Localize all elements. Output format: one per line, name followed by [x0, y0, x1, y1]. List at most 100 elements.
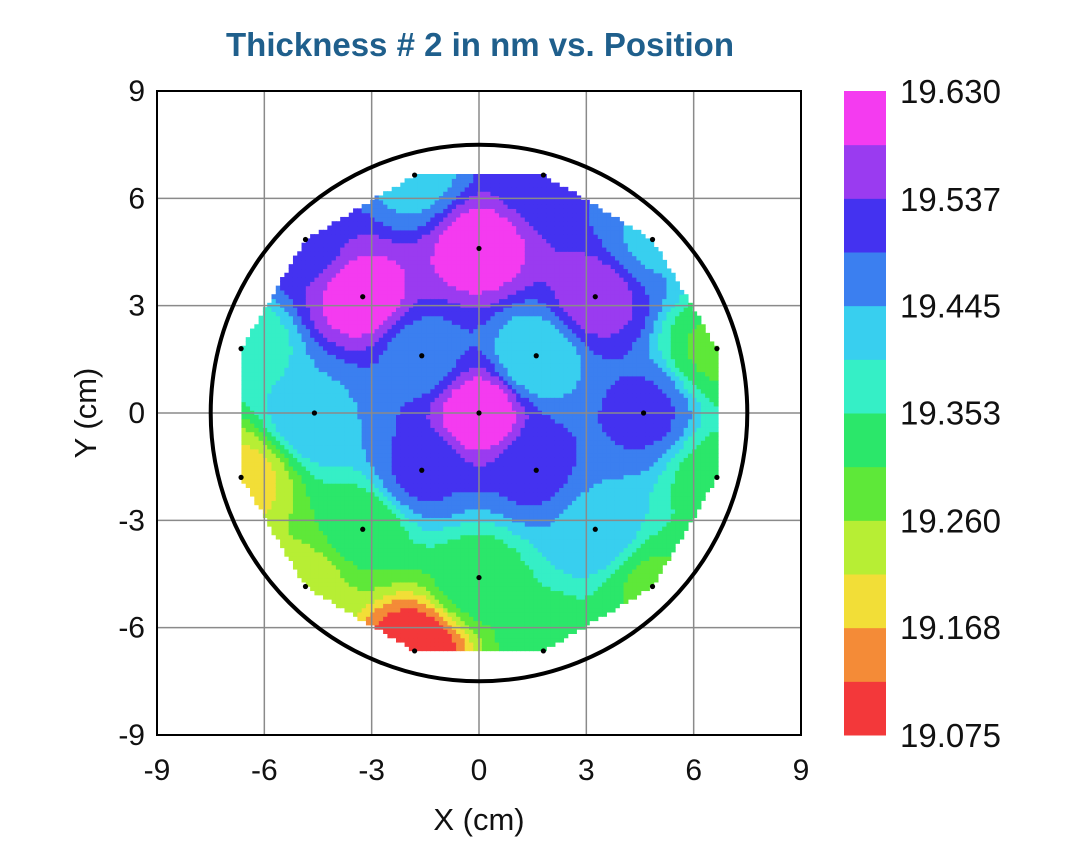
contour-cell	[327, 496, 333, 501]
contour-cell	[331, 358, 337, 364]
contour-cell	[292, 380, 298, 385]
contour-cell	[357, 246, 363, 252]
contour-cell	[434, 457, 440, 463]
contour-cell	[297, 427, 303, 433]
contour-cell	[314, 547, 320, 553]
contour-cell	[288, 534, 294, 540]
contour-cell	[301, 272, 307, 278]
contour-cell	[404, 238, 410, 244]
contour-cell	[473, 380, 479, 385]
contour-cell	[383, 350, 389, 355]
contour-cell	[280, 500, 285, 506]
contour-cell	[357, 461, 363, 467]
contour-cell	[413, 332, 419, 338]
contour-cell	[314, 551, 320, 557]
contour-cell	[434, 633, 440, 639]
contour-cell	[292, 526, 298, 531]
contour-cell	[387, 453, 393, 458]
contour-cell	[460, 629, 466, 634]
contour-cell	[305, 487, 311, 493]
contour-cell	[335, 272, 341, 278]
contour-map	[241, 174, 719, 652]
contour-cell	[331, 577, 337, 583]
contour-cell	[335, 341, 341, 347]
contour-cell	[284, 392, 290, 398]
contour-cell	[378, 401, 384, 407]
contour-cell	[275, 319, 281, 325]
contour-cell	[353, 453, 358, 458]
contour-cell	[417, 251, 423, 257]
contour-cell	[344, 564, 350, 570]
contour-cell	[451, 229, 457, 235]
contour-cell	[365, 599, 371, 604]
contour-cell	[292, 427, 298, 433]
contour-cell	[250, 401, 255, 407]
contour-cell	[344, 586, 350, 592]
contour-cell	[400, 500, 406, 506]
contour-cell	[421, 285, 427, 291]
contour-cell	[473, 620, 479, 626]
contour-cell	[417, 560, 423, 566]
contour-cell	[318, 272, 324, 278]
contour-cell	[301, 543, 307, 549]
contour-cell	[331, 483, 337, 489]
contour-cell	[353, 414, 358, 420]
contour-cell	[447, 491, 453, 497]
contour-cell	[344, 487, 350, 493]
contour-cell	[413, 350, 419, 355]
contour-cell	[357, 328, 363, 334]
contour-cell	[348, 350, 354, 355]
contour-cell	[434, 577, 440, 583]
contour-cell	[464, 461, 470, 467]
contour-cell	[292, 453, 298, 458]
contour-cell	[365, 461, 371, 467]
contour-cell	[447, 431, 453, 437]
contour-cell	[340, 332, 346, 338]
contour-cell	[460, 611, 466, 617]
contour-cell	[460, 332, 466, 338]
contour-cell	[267, 397, 273, 403]
contour-cell	[408, 641, 414, 647]
contour-cell	[396, 508, 401, 514]
contour-cell	[396, 440, 401, 446]
contour-cell	[288, 483, 294, 489]
contour-cell	[344, 526, 350, 531]
contour-cell	[430, 315, 436, 321]
contour-cell	[421, 504, 427, 510]
contour-cell	[477, 225, 483, 231]
contour-cell	[288, 448, 294, 454]
contour-cell	[318, 444, 324, 450]
contour-cell	[305, 556, 311, 561]
contour-cell	[417, 453, 423, 458]
contour-cell	[477, 483, 483, 489]
contour-cell	[310, 440, 316, 446]
contour-cell	[387, 246, 393, 252]
contour-cell	[250, 358, 255, 364]
contour-cell	[426, 362, 431, 368]
contour-cell	[250, 423, 255, 428]
contour-cell	[348, 388, 354, 394]
contour-cell	[464, 470, 470, 476]
contour-cell	[271, 354, 277, 360]
contour-cell	[426, 453, 431, 458]
contour-cell	[327, 448, 333, 454]
contour-cell	[443, 564, 449, 570]
contour-cell	[434, 264, 440, 270]
contour-cell	[292, 474, 298, 480]
contour-cell	[292, 358, 298, 364]
contour-cell	[400, 204, 406, 209]
contour-cell	[310, 384, 316, 390]
contour-cell	[413, 367, 419, 373]
contour-cell	[280, 526, 285, 531]
contour-cell	[314, 251, 320, 257]
contour-cell	[357, 401, 363, 407]
contour-cell	[275, 496, 281, 501]
contour-cell	[434, 375, 440, 381]
contour-cell	[310, 405, 316, 411]
contour-cell	[340, 337, 346, 343]
contour-cell	[370, 199, 376, 205]
contour-cell	[447, 629, 453, 634]
contour-cell	[310, 534, 316, 540]
contour-cell	[430, 204, 436, 209]
contour-cell	[297, 354, 303, 360]
